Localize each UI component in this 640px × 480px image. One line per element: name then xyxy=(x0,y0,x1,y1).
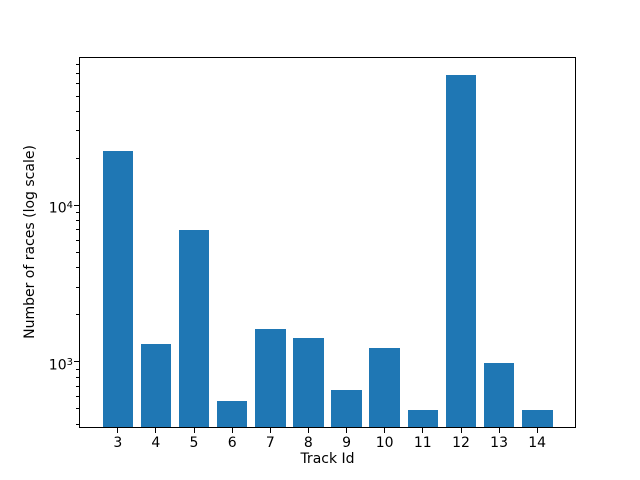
y-minor-tick xyxy=(76,95,79,97)
bar-track-11 xyxy=(407,410,439,427)
x-tick-label: 5 xyxy=(189,435,199,451)
x-tick xyxy=(307,428,309,433)
bar-track-12 xyxy=(445,74,477,427)
x-tick-label: 7 xyxy=(265,435,275,451)
bar-track-7 xyxy=(255,329,286,427)
y-minor-tick xyxy=(76,423,79,425)
bar-track-9 xyxy=(331,390,362,427)
bar-track-10 xyxy=(369,347,400,427)
y-minor-tick xyxy=(76,110,79,112)
y-minor-tick xyxy=(76,396,79,397)
bar-track-6 xyxy=(216,401,248,427)
bar-track-8 xyxy=(293,338,324,427)
y-tick-label: 103 xyxy=(48,356,73,374)
x-tick xyxy=(384,428,386,433)
y-minor-tick xyxy=(76,63,79,65)
y-minor-tick xyxy=(76,130,79,132)
y-minor-tick xyxy=(76,212,79,213)
y-minor-tick xyxy=(76,267,79,269)
y-minor-tick xyxy=(76,286,79,288)
y-major-tick xyxy=(74,204,79,206)
bar-track-3 xyxy=(102,150,133,427)
x-tick-label: 10 xyxy=(375,435,394,451)
y-minor-tick xyxy=(76,408,79,410)
x-tick xyxy=(117,428,119,433)
x-tick xyxy=(155,428,157,433)
x-tick-label: 4 xyxy=(151,435,161,451)
y-minor-tick xyxy=(76,157,79,159)
bar-track-5 xyxy=(178,229,210,427)
y-minor-tick xyxy=(76,314,79,316)
x-tick xyxy=(498,428,500,433)
bar-track-13 xyxy=(483,363,515,427)
bar-track-4 xyxy=(140,344,172,427)
y-minor-tick xyxy=(76,385,79,387)
x-axis-label: Track Id xyxy=(300,451,355,467)
x-tick xyxy=(346,428,348,433)
y-minor-tick xyxy=(76,220,79,221)
y-minor-tick xyxy=(76,252,79,253)
y-minor-tick xyxy=(76,368,79,370)
y-major-tick xyxy=(74,361,79,363)
x-tick xyxy=(193,428,195,433)
y-minor-tick xyxy=(76,229,79,231)
x-tick xyxy=(536,428,538,433)
x-tick-label: 11 xyxy=(413,435,432,451)
y-minor-tick xyxy=(76,72,79,74)
y-axis-label: Number of races (log scale) xyxy=(22,145,38,339)
bar-track-14 xyxy=(522,409,553,427)
x-tick-label: 8 xyxy=(303,435,313,451)
y-minor-tick xyxy=(76,239,79,241)
x-tick xyxy=(422,428,424,433)
x-tick-label: 6 xyxy=(227,435,237,451)
x-tick xyxy=(269,428,271,433)
x-tick-label: 3 xyxy=(113,435,123,451)
x-tick xyxy=(460,428,462,433)
x-tick xyxy=(231,428,233,433)
y-minor-tick xyxy=(76,376,79,378)
x-tick-label: 14 xyxy=(528,435,547,451)
y-tick-label: 104 xyxy=(48,200,73,218)
x-tick-label: 13 xyxy=(490,435,508,451)
y-minor-tick xyxy=(76,83,79,85)
x-tick-label: 9 xyxy=(342,435,352,451)
x-tick-label: 12 xyxy=(452,435,470,451)
